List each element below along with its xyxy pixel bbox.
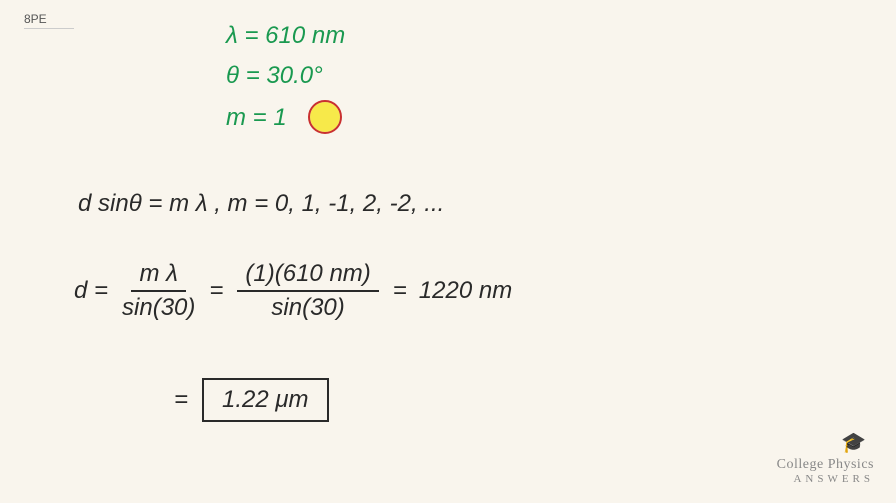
logo-title: College Physics	[777, 457, 874, 473]
diffraction-formula: d sinθ = m λ , m = 0, 1, -1, 2, -2, ...	[78, 190, 444, 218]
final-answer-line: = 1.22 μm	[168, 378, 329, 422]
brand-logo: 🎓 College Physics ANSWERS	[777, 430, 874, 485]
d-equals: d =	[74, 277, 108, 305]
frac1-denominator: sin(30)	[122, 292, 195, 322]
equals-2: =	[393, 277, 407, 305]
red-circle-annotation	[308, 100, 342, 134]
equals-3: =	[174, 386, 188, 414]
given-theta: θ = 30.0°	[226, 62, 323, 90]
given-m: m = 1	[226, 104, 287, 132]
solve-for-d: d = m λ sin(30) = (1)(610 nm) sin(30) = …	[68, 260, 518, 322]
final-answer-box: 1.22 μm	[202, 378, 329, 422]
fraction-numeric: (1)(610 nm) sin(30)	[237, 260, 378, 322]
frac2-denominator: sin(30)	[271, 292, 344, 322]
frac1-numerator: m λ	[131, 260, 185, 292]
equals-1: =	[209, 277, 223, 305]
given-m-prefix: m =	[226, 104, 273, 131]
fraction-symbolic: m λ sin(30)	[122, 260, 195, 322]
given-lambda: λ = 610 nm	[226, 22, 345, 50]
frac2-numerator: (1)(610 nm)	[237, 260, 378, 292]
given-m-value: 1	[273, 104, 286, 131]
result-nm: 1220 nm	[419, 277, 512, 305]
logo-subtitle: ANSWERS	[777, 473, 874, 485]
graduation-cap-icon: 🎓	[777, 430, 866, 455]
page-label: 8PE	[24, 12, 74, 29]
